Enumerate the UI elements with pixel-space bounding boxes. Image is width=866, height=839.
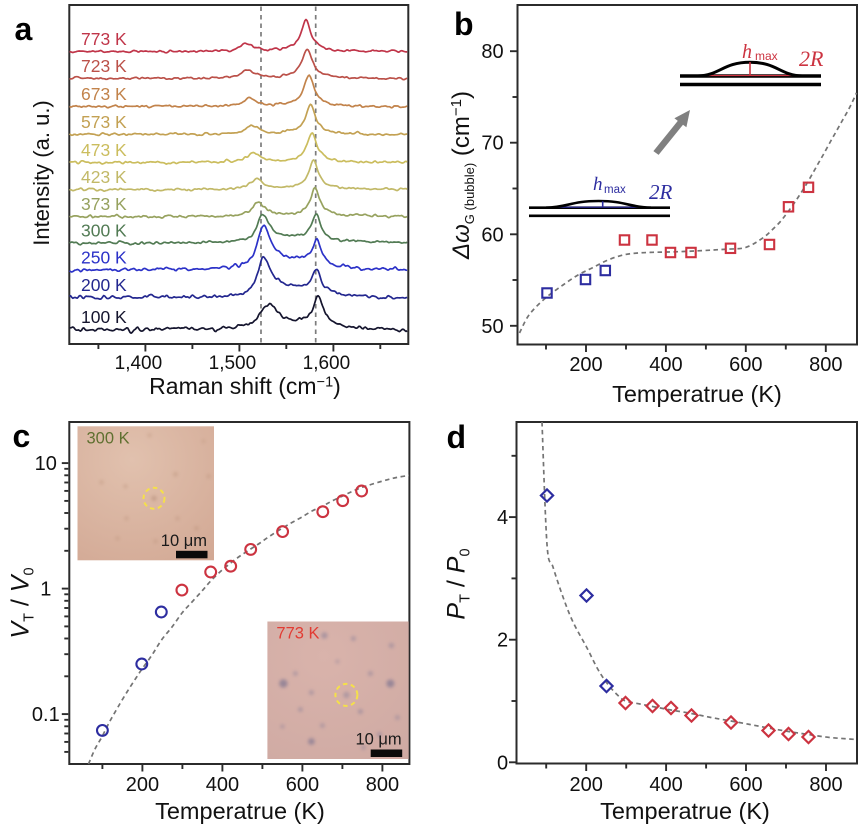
- svg-text:Raman shift (cm−1): Raman shift (cm−1): [149, 373, 341, 399]
- svg-text:300 K: 300 K: [81, 221, 127, 241]
- svg-text:c: c: [13, 418, 31, 454]
- svg-text:d: d: [447, 419, 467, 455]
- svg-text:400: 400: [206, 774, 239, 796]
- svg-text:200: 200: [569, 354, 602, 376]
- svg-text:70: 70: [481, 133, 503, 155]
- svg-text:0: 0: [497, 752, 508, 774]
- svg-text:773 K: 773 K: [81, 29, 127, 49]
- svg-text:250 K: 250 K: [81, 248, 127, 268]
- svg-text:2: 2: [497, 630, 508, 652]
- svg-text:423 K: 423 K: [81, 167, 127, 187]
- svg-text:50: 50: [481, 316, 503, 338]
- svg-text:Temperatrue (K): Temperatrue (K): [612, 381, 782, 407]
- svg-text:800: 800: [809, 774, 842, 796]
- svg-text:80: 80: [481, 41, 503, 63]
- svg-text:h: h: [593, 174, 603, 195]
- svg-text:200: 200: [570, 774, 603, 796]
- svg-text:600: 600: [729, 354, 762, 376]
- svg-text:b: b: [454, 6, 474, 42]
- svg-text:673 K: 673 K: [81, 84, 127, 104]
- svg-text:10 μm: 10 μm: [355, 731, 401, 749]
- svg-text:773 K: 773 K: [276, 625, 319, 643]
- svg-text:10 μm: 10 μm: [161, 532, 207, 550]
- svg-text:2R: 2R: [649, 180, 673, 204]
- svg-text:200: 200: [126, 774, 159, 796]
- svg-text:300 K: 300 K: [87, 429, 130, 447]
- svg-text:473 K: 473 K: [81, 140, 127, 160]
- svg-text:PT / P0: PT / P0: [443, 548, 474, 619]
- svg-text:a: a: [15, 11, 33, 47]
- svg-text:1,600: 1,600: [303, 353, 351, 374]
- svg-text:ΔωG (bubble) (cm−1): ΔωG (bubble) (cm−1): [448, 91, 477, 260]
- svg-text:400: 400: [649, 774, 682, 796]
- svg-text:Intensity (a. u.): Intensity (a. u.): [29, 100, 54, 246]
- svg-text:1,400: 1,400: [115, 353, 163, 374]
- svg-text:2R: 2R: [799, 46, 824, 71]
- svg-text:VT / V0: VT / V0: [7, 567, 38, 638]
- svg-text:800: 800: [809, 354, 842, 376]
- svg-text:4: 4: [497, 507, 508, 529]
- svg-text:1: 1: [40, 579, 51, 601]
- svg-text:10: 10: [35, 453, 57, 475]
- svg-text:1,500: 1,500: [209, 353, 257, 374]
- svg-text:573 K: 573 K: [81, 112, 127, 132]
- svg-text:100 K: 100 K: [81, 307, 127, 327]
- svg-text:0.1: 0.1: [32, 704, 60, 726]
- svg-text:800: 800: [366, 774, 399, 796]
- svg-text:max: max: [604, 184, 626, 196]
- svg-text:400: 400: [649, 354, 682, 376]
- svg-text:200 K: 200 K: [81, 275, 127, 295]
- svg-text:Temperatrue (K): Temperatrue (K): [600, 798, 770, 824]
- svg-text:723 K: 723 K: [81, 56, 127, 76]
- svg-text:Temperatrue (K): Temperatrue (K): [155, 798, 325, 824]
- svg-text:max: max: [755, 49, 778, 63]
- svg-text:h: h: [742, 41, 752, 63]
- svg-text:600: 600: [729, 774, 762, 796]
- svg-text:60: 60: [481, 224, 503, 246]
- svg-text:373 K: 373 K: [81, 194, 127, 214]
- svg-text:600: 600: [286, 774, 319, 796]
